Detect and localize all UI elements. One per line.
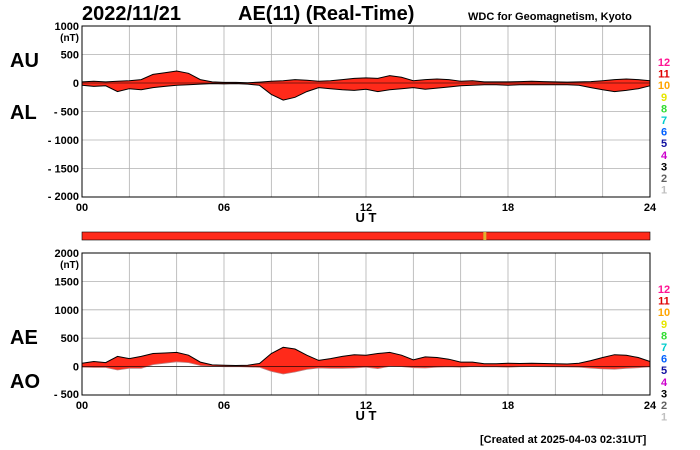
al-side-label: AL [10, 102, 37, 124]
y-tick-label: 2000 [55, 248, 79, 260]
ae-side-label: AE [10, 327, 38, 349]
chart-title: AE(11) (Real-Time) [238, 3, 415, 25]
station-legend-entry: 3 [661, 388, 667, 400]
y-tick-label: - 500 [54, 107, 79, 119]
series-line-ae [81, 346, 651, 367]
station-legend-entry: 9 [661, 319, 667, 331]
series-line-al [81, 83, 651, 101]
station-legend-entry: 3 [661, 161, 667, 173]
station-status-marker [483, 232, 487, 240]
series-line-au [81, 70, 651, 84]
station-legend-entry: 11 [658, 69, 670, 81]
station-legend-entry: 8 [661, 103, 667, 115]
y-tick-label: - 500 [54, 389, 79, 401]
station-legend-entry: 2 [661, 173, 667, 185]
station-legend-entry: 8 [661, 330, 667, 342]
station-legend-entry: 2 [661, 400, 667, 412]
station-legend-entry: 6 [661, 354, 667, 366]
x-tick-label: 06 [218, 202, 230, 214]
station-legend-entry: 5 [661, 138, 667, 150]
band-fill-ae [82, 347, 650, 374]
plot-frame [81, 252, 651, 396]
x-tick-label: 24 [644, 202, 657, 214]
y-tick-label: - 1500 [48, 164, 79, 176]
au-side-label: AU [10, 50, 39, 72]
station-legend-entry: 4 [661, 377, 668, 389]
station-legend-entry: 1 [661, 412, 667, 424]
chart-date: 2022/11/21 [82, 3, 181, 25]
station-legend-entry: 7 [661, 115, 667, 127]
station-legend-entry: 10 [658, 80, 670, 92]
y-tick-label: - 2000 [48, 191, 79, 203]
ao-side-label: AO [10, 371, 40, 393]
band-fill-au [82, 71, 650, 101]
x-tick-label: 00 [76, 400, 88, 412]
station-status-bar [81, 231, 651, 241]
station-legend-entry: 4 [661, 150, 668, 162]
y-tick-label: 1000 [55, 21, 79, 33]
x-tick-label: 12 [360, 202, 372, 214]
station-legend-entry: 1 [661, 185, 667, 197]
station-legend-entry: 10 [658, 307, 670, 319]
station-legend-entry: 6 [661, 127, 667, 139]
y-tick-label: 500 [61, 333, 79, 345]
x-tick-label: 12 [360, 400, 372, 412]
x-tick-label: 00 [76, 202, 88, 214]
station-legend-entry: 9 [661, 92, 667, 104]
station-legend-entry: 11 [658, 296, 670, 308]
station-legend-entry: 5 [661, 365, 667, 377]
y-unit-label: (nT) [60, 33, 79, 44]
x-tick-label: 06 [218, 400, 230, 412]
y-tick-label: 1000 [55, 305, 79, 317]
data-source-label: WDC for Geomagnetism, Kyoto [468, 11, 632, 23]
x-tick-label: 18 [502, 400, 514, 412]
y-tick-label: 0 [73, 78, 79, 90]
x-axis-label: U T [356, 408, 377, 423]
x-tick-label: 18 [502, 202, 514, 214]
plot-frame [81, 25, 651, 198]
station-legend-entry: 12 [658, 57, 670, 69]
y-unit-label: (nT) [60, 260, 79, 271]
y-tick-label: 1500 [55, 276, 79, 288]
y-tick-label: 0 [73, 362, 79, 374]
created-timestamp: [Created at 2025-04-03 02:31UT] [480, 434, 647, 446]
station-legend-entry: 7 [661, 342, 667, 354]
y-tick-label: 500 [61, 50, 79, 62]
y-tick-label: - 1000 [48, 135, 79, 147]
x-axis-label: U T [356, 210, 377, 225]
x-tick-label: 24 [644, 400, 657, 412]
station-legend-entry: 12 [658, 284, 670, 296]
